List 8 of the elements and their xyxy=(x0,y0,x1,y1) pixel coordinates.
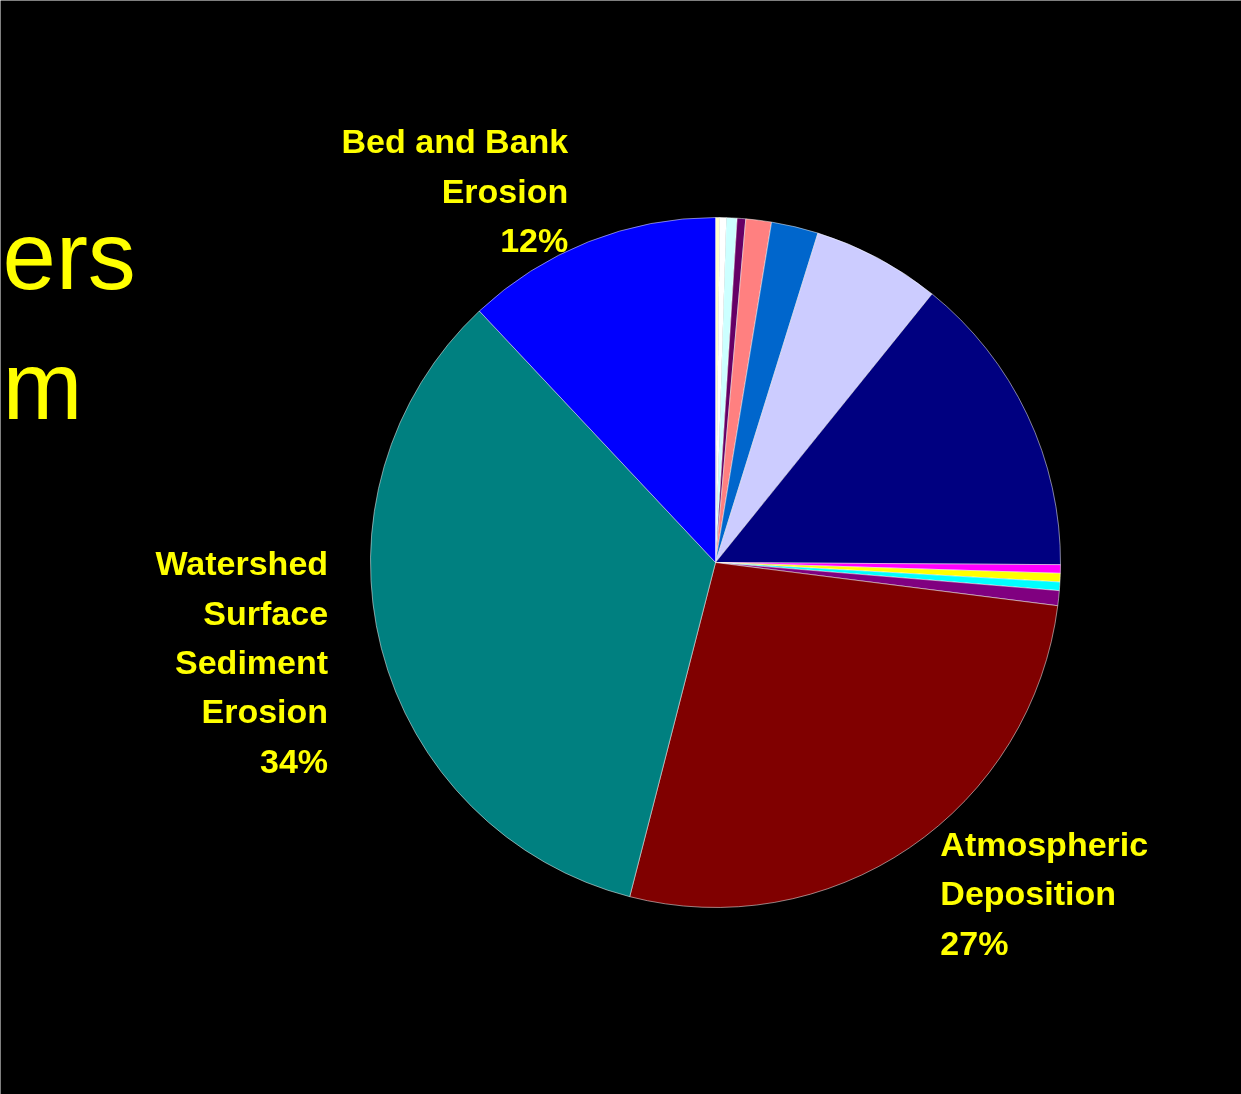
text: ers xyxy=(2,202,136,309)
slice-label: Atmospheric Deposition xyxy=(940,824,1149,913)
data-label: 34% xyxy=(260,741,329,780)
data-label: 12% xyxy=(500,220,569,259)
data-label: 27% xyxy=(940,923,1009,962)
slice-label: Watershed Surface Sediment Erosion xyxy=(155,544,329,731)
text: m xyxy=(2,332,83,439)
slice-label: Bed and Bank Erosion xyxy=(341,122,569,210)
